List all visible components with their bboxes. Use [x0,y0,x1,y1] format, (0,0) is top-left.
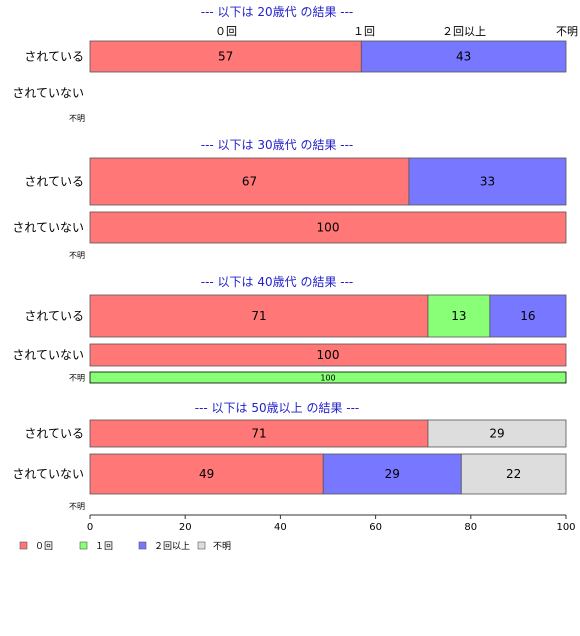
section-title: --- 以下は 40歳代 の結果 --- [201,275,354,289]
row-label: されている [24,309,84,323]
legend-label: 不明 [213,541,231,552]
row-label: されている [24,427,84,441]
bar-segment [460,453,567,495]
bar-value-label: 100 [317,348,340,362]
row-label: されていない [12,348,84,362]
legend-swatch [19,541,28,550]
bar-value-label: 57 [218,50,233,64]
row-label: 不明 [69,114,85,123]
row-label: されていない [12,86,84,100]
bar-value-label: 67 [242,175,257,189]
bar-value-label: 71 [251,427,266,441]
bar-value-label: 33 [480,175,495,189]
bar-segment [89,419,429,448]
bar-segment [322,453,462,495]
legend-label: ０回 [35,541,53,552]
bar-value-label: 71 [251,309,266,323]
bar-value-label: 100 [317,221,340,235]
x-tick-label: 80 [464,522,477,533]
bar-segment [89,40,362,73]
column-label: 不明 [556,25,578,38]
row-label: 不明 [69,374,85,383]
section-title: --- 以下は 20歳代 の結果 --- [201,5,354,19]
row-label: されている [24,50,84,64]
section-title: --- 以下は 50歳以上 の結果 --- [195,401,360,415]
bar-value-label: 16 [520,309,535,323]
column-label: ２回以上 [442,25,486,38]
bar-segment [89,157,410,206]
bar-segment [427,419,567,448]
x-tick-label: 0 [87,522,93,533]
column-label: ０回 [215,25,237,38]
row-label: されている [24,175,84,189]
bar-value-label: 49 [199,467,214,481]
row-label: 不明 [69,502,85,511]
row-label: されていない [12,467,84,481]
legend-label: ２回以上 [154,541,190,552]
x-tick-label: 60 [369,522,382,533]
bar-value-label: 29 [489,427,504,441]
legend-swatch [197,541,206,550]
bar-segment [89,343,567,367]
x-tick-label: 40 [274,522,287,533]
bar-value-label: 13 [451,309,466,323]
bar-value-label: 100 [320,374,335,383]
bar-value-label: 22 [506,467,521,481]
bar-value-label: 29 [385,467,400,481]
bar-segment [408,157,567,206]
bar-segment [360,40,567,73]
bar-value-label: 43 [456,50,471,64]
legend-label: １回 [95,541,113,552]
bar-segment [89,453,324,495]
bar-segment [489,294,567,338]
bar-segment [427,294,491,338]
column-label: １回 [353,25,375,38]
bar-segment [89,211,567,244]
x-tick-label: 20 [179,522,192,533]
bar-segment [89,294,429,338]
legend-swatch [138,541,147,550]
legend-swatch [79,541,88,550]
row-label: 不明 [69,251,85,260]
section-title: --- 以下は 30歳代 の結果 --- [201,138,354,152]
x-tick-label: 100 [556,522,575,533]
row-label: されていない [12,221,84,235]
bar-segment [89,371,567,384]
